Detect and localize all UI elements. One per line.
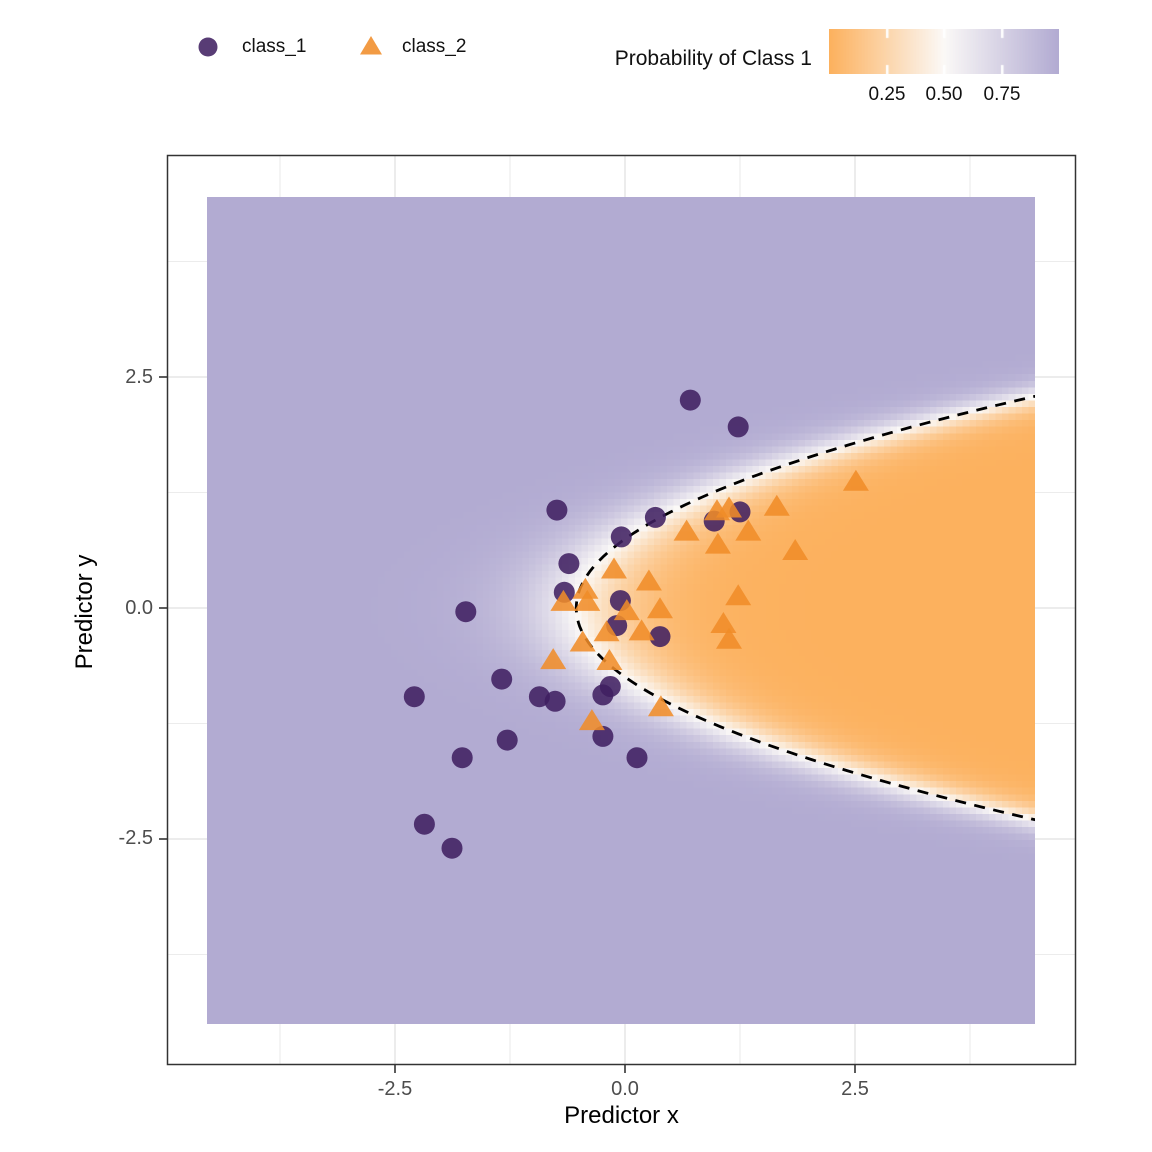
class2-point — [725, 584, 752, 606]
class1-point — [558, 553, 580, 575]
class1-point — [727, 416, 749, 438]
class1-point — [455, 601, 477, 623]
y-tick-0: 0.0 — [125, 597, 153, 619]
class2-point — [550, 589, 577, 611]
class1-label: class_1 — [242, 36, 307, 57]
class2-point — [635, 569, 662, 591]
y-tick-neg2_5: -2.5 — [118, 827, 153, 849]
class2-point — [596, 649, 623, 670]
class2-point — [572, 577, 599, 599]
colorbar-tick-075: 0.75 — [983, 84, 1021, 105]
class2-point — [710, 612, 737, 633]
class2-point — [673, 519, 700, 541]
class2-point — [613, 599, 640, 621]
colorbar-gradient — [829, 29, 1059, 74]
class2-point — [628, 619, 655, 641]
class1-point — [451, 747, 473, 769]
class1-point — [441, 837, 463, 859]
class2-triangle-icon — [358, 33, 384, 59]
class2-point — [647, 597, 673, 619]
class1-point — [679, 389, 701, 411]
class1-point — [544, 690, 566, 712]
class1-circle-icon — [195, 34, 221, 60]
class2-point — [716, 627, 742, 649]
x-tick-2_5: 2.5 — [841, 1078, 869, 1100]
class1-point — [649, 626, 671, 648]
class2-point — [578, 709, 605, 731]
class2-point — [569, 630, 596, 652]
class1-point — [403, 686, 425, 708]
class1-point — [610, 526, 632, 548]
class2-point — [763, 494, 790, 516]
class1-point — [626, 747, 648, 769]
class1-point — [413, 813, 435, 835]
x-tick-0: 0.0 — [611, 1078, 639, 1100]
class2-point — [574, 589, 601, 611]
class2-point — [735, 519, 762, 541]
class1-point — [592, 725, 614, 747]
y-axis-title: Predictor y — [71, 554, 98, 670]
class1-point — [491, 668, 513, 690]
x-axis-title: Predictor x — [564, 1102, 679, 1129]
class1-point — [496, 729, 518, 751]
colorbar-tick-025: 0.25 — [868, 84, 906, 105]
class2-label: class_2 — [402, 36, 467, 57]
colorbar-tick-050: 0.50 — [925, 84, 963, 105]
class1-point — [546, 499, 568, 521]
decision-boundary-line — [574, 394, 1035, 822]
panel-border — [166, 154, 1077, 1066]
class2-point — [593, 620, 620, 642]
class2-point — [704, 532, 731, 554]
class2-point — [842, 469, 869, 491]
class2-point — [782, 539, 809, 560]
colorbar-title: Probability of Class 1 — [614, 47, 812, 70]
x-tick-neg2_5: -2.5 — [377, 1078, 413, 1100]
y-tick-2_5: 2.5 — [125, 366, 153, 388]
class2-point — [704, 499, 730, 521]
class2-point — [647, 695, 674, 717]
class1-point — [592, 684, 614, 706]
class1-point — [644, 506, 666, 528]
class2-point — [540, 648, 567, 670]
class2-point — [601, 557, 627, 579]
